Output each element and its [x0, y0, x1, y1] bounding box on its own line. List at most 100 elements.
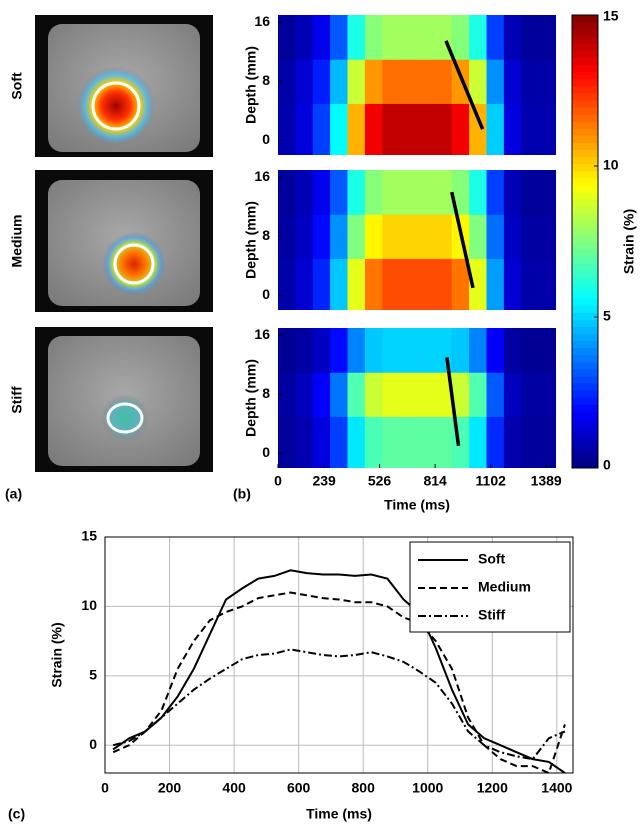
- heatmap-cell: [434, 258, 453, 310]
- colorbar-step: [572, 149, 598, 158]
- heatmap-cell: [278, 170, 296, 215]
- y-tick-label: 16: [254, 168, 270, 184]
- heatmap-cell: [364, 328, 383, 373]
- colorbar-step: [572, 36, 598, 44]
- colorbar-step: [572, 107, 598, 115]
- colorbar-frame: [571, 14, 599, 469]
- heatmap-cell: [521, 258, 540, 310]
- heatmap-cell: [434, 170, 453, 215]
- colorbar-step: [572, 199, 598, 207]
- panel-a: [35, 15, 213, 472]
- series-line: [112, 591, 566, 773]
- heatmap-cell: [278, 214, 296, 259]
- series-line: [112, 648, 566, 761]
- heatmap-cell: [538, 103, 556, 155]
- colorbar-step: [572, 184, 598, 193]
- heatmap-cell: [503, 103, 522, 155]
- heatmap-cell: [347, 103, 366, 155]
- colorbar-step: [572, 206, 598, 214]
- heatmap-cell: [347, 372, 366, 417]
- heatmap-cell: [278, 59, 296, 104]
- colorbar-step: [572, 432, 598, 441]
- heatmap-cell: [295, 170, 314, 215]
- heatmap-cell: [486, 59, 505, 104]
- colorbar-step: [572, 248, 598, 257]
- heatmap-cell: [503, 170, 522, 215]
- row-label: Stiff: [9, 386, 25, 414]
- heatmap-cell: [382, 59, 401, 104]
- colorbar-step: [572, 191, 598, 200]
- heatmap-cell: [486, 103, 505, 155]
- heatmap-cell: [538, 214, 556, 259]
- heatmap-cell: [399, 59, 418, 104]
- heatmap-cell: [538, 328, 556, 373]
- colorbar-step: [572, 220, 598, 228]
- y-tick-label: 16: [254, 13, 270, 29]
- heatmap-cell: [399, 416, 418, 468]
- colorbar-step: [572, 99, 598, 108]
- heatmap-cell: [347, 258, 366, 310]
- heatmap-cell: [417, 15, 435, 60]
- heatmap-cell: [469, 258, 487, 310]
- heatmap-cell: [312, 328, 331, 373]
- heatmap-cell: [364, 103, 383, 155]
- heatmap-cell: [417, 416, 435, 468]
- heatmap-cell: [469, 328, 487, 373]
- heatmap-cell: [382, 416, 401, 468]
- heatmap-cell: [347, 214, 366, 259]
- heatmap-cell: [521, 59, 540, 104]
- inclusion-outline: [91, 81, 141, 131]
- heatmap: [278, 328, 556, 468]
- colorbar-step: [572, 234, 598, 242]
- heatmap-cell: [469, 59, 487, 104]
- heatmap-cell: [330, 59, 348, 104]
- heatmap-cell: [521, 15, 540, 60]
- x-tick-label: 200: [158, 780, 182, 796]
- heatmap-cell: [382, 328, 401, 373]
- y-tick-label: 8: [262, 227, 270, 243]
- heatmap: [278, 170, 556, 310]
- colorbar-step: [572, 114, 598, 122]
- heatmap-cell: [399, 103, 418, 155]
- heatmap-cell: [434, 103, 453, 155]
- colorbar-step: [572, 361, 598, 370]
- colorbar-step: [572, 241, 598, 250]
- y-axis-label: Depth (mm): [243, 359, 259, 437]
- colorbar-step: [572, 333, 598, 342]
- panel-label: (a): [5, 486, 22, 502]
- y-tick-label: 16: [254, 326, 270, 342]
- x-tick-label: 800: [352, 780, 376, 796]
- heatmap-cell: [417, 170, 435, 215]
- colorbar-step: [572, 135, 598, 143]
- heatmap-cell: [278, 103, 296, 155]
- heatmap-cell: [538, 59, 556, 104]
- heatmap-cell: [503, 15, 522, 60]
- heatmap-cell: [312, 103, 331, 155]
- heatmap-cell: [382, 214, 401, 259]
- colorbar-tick-label: 5: [603, 308, 611, 324]
- colorbar-step: [572, 397, 598, 405]
- y-tick-label: 0: [262, 286, 270, 302]
- heatmap-cell: [521, 416, 540, 468]
- heatmap-cell: [347, 15, 366, 60]
- heatmap-cell: [330, 328, 348, 373]
- colorbar-step: [572, 291, 598, 299]
- colorbar-step: [572, 269, 598, 278]
- heatmap-cell: [503, 258, 522, 310]
- heatmap-cell: [451, 328, 470, 373]
- heatmap-cell: [278, 258, 296, 310]
- annotation-line: [444, 40, 485, 130]
- x-tick-label: 600: [287, 780, 311, 796]
- colorbar-step: [572, 43, 598, 51]
- heatmap-cell: [486, 258, 505, 310]
- x-tick-label: 1400: [541, 780, 572, 796]
- colorbar-step: [572, 404, 598, 412]
- colorbar-step: [572, 276, 598, 285]
- heatmap-cell: [312, 258, 331, 310]
- legend-label: Soft: [478, 551, 506, 567]
- y-tick-label: 5: [89, 667, 97, 683]
- heatmap-cell: [330, 372, 348, 417]
- colorbar-step: [572, 305, 598, 313]
- colorbar-step: [572, 312, 598, 320]
- colorbar-step: [572, 418, 598, 427]
